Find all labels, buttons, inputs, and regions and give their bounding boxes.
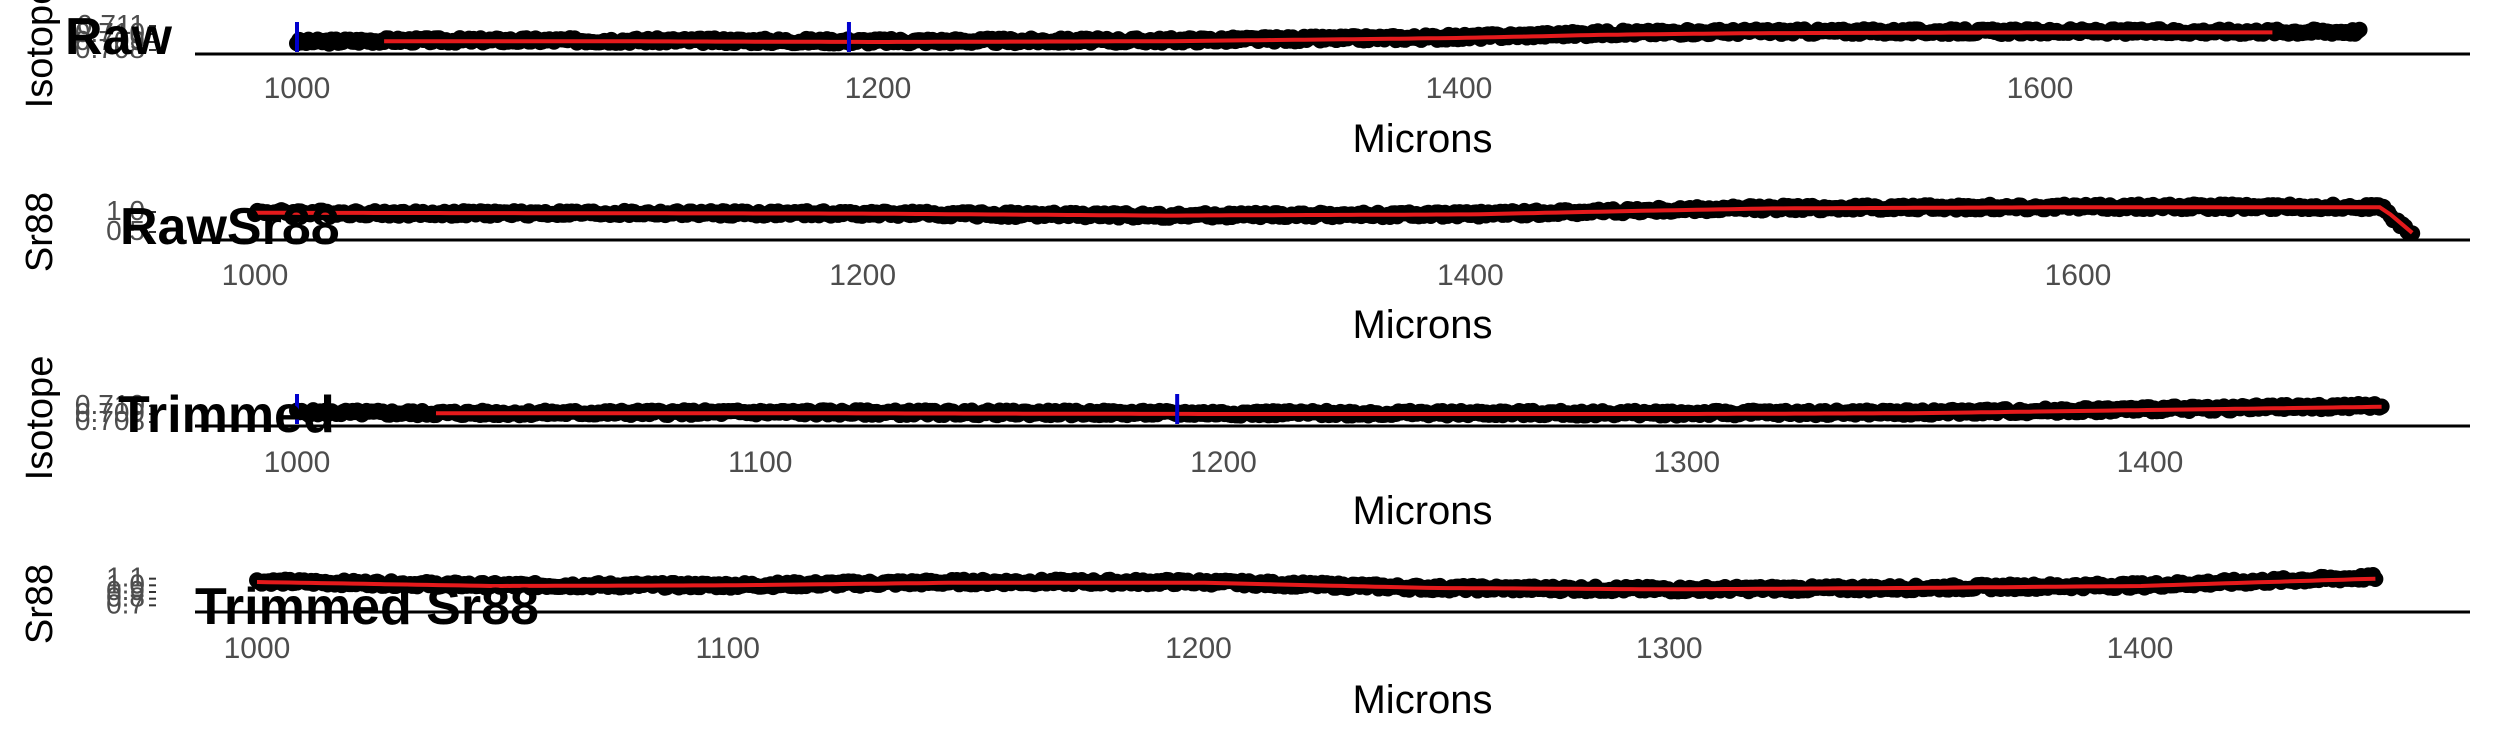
- x-axis-title: Microns: [1352, 678, 1492, 722]
- x-tick-label: 1300: [1653, 446, 1720, 479]
- x-axis-title: Microns: [1352, 489, 1492, 533]
- points-series: [289, 21, 2368, 52]
- points-series: [247, 196, 2421, 242]
- y-axis-title: Sr88: [19, 564, 61, 644]
- points-series: [249, 567, 2384, 600]
- y-tick-label: 1.0: [106, 195, 145, 226]
- y-tick-label: 0.5: [106, 215, 145, 246]
- x-tick-label: 1000: [264, 446, 331, 479]
- smooth-line: [436, 404, 2382, 416]
- panel-title: Trimmed: [118, 386, 335, 444]
- x-tick-label: 1600: [2045, 259, 2112, 292]
- y-axis-title: Isotope: [19, 356, 61, 481]
- data-point: [2373, 398, 2390, 415]
- data-point: [2351, 21, 2368, 38]
- x-axis-title: Microns: [1352, 303, 1492, 347]
- y-axis-title: Sr88: [19, 192, 61, 272]
- x-tick-label: 1000: [224, 632, 291, 665]
- x-tick-label: 1200: [1190, 446, 1257, 479]
- x-tick-label: 1000: [222, 259, 289, 292]
- y-tick-label: 0.709: [75, 25, 145, 56]
- x-tick-label: 1600: [2007, 72, 2074, 105]
- x-tick-label: 1200: [829, 259, 896, 292]
- y-tick-label: 0.708: [75, 33, 145, 64]
- y-axis-title: Isotope: [19, 0, 61, 108]
- smooth-line: [255, 205, 2414, 235]
- panel-2: 0.51.0 1000 1200 1400 1600 Microns Sr88 RawSr88: [19, 192, 2470, 347]
- x-tick-label: 1400: [2117, 446, 2184, 479]
- y-tick-label: 0.8: [106, 582, 145, 613]
- panel-title: Trimmed Sr88: [195, 578, 539, 636]
- y-tick-label: 0.710: [75, 389, 145, 420]
- x-tick-label: 1300: [1636, 632, 1703, 665]
- panel-title: RawSr88: [120, 198, 340, 256]
- y-tick-label: 0.709: [75, 397, 145, 428]
- x-tick-label: 1200: [1165, 632, 1232, 665]
- smooth-line: [384, 30, 2273, 44]
- x-tick-label: 1400: [2107, 632, 2174, 665]
- x-axis-title: Microns: [1352, 117, 1492, 161]
- x-tick-label: 1100: [695, 632, 760, 665]
- x-tick-label: 1400: [1426, 72, 1493, 105]
- y-tick-label: 0.710: [75, 17, 145, 48]
- y-tick-label: 0.9: [106, 575, 145, 606]
- y-tick-label: 0.7: [106, 588, 145, 619]
- y-tick-label: 1.0: [106, 568, 145, 599]
- x-tick-label: 1100: [728, 446, 793, 479]
- panel-title: Raw: [65, 8, 172, 66]
- x-tick-label: 1200: [845, 72, 912, 105]
- x-tick-label: 1000: [264, 72, 331, 105]
- y-tick-label: 0.708: [75, 405, 145, 436]
- smooth-line: [256, 576, 2376, 592]
- y-tick-label: 1.1: [106, 562, 145, 593]
- panel-4: 0.70.80.91.01.1 1000 1100 1200 1300 1400 Micro…: [19, 562, 2470, 722]
- x-tick-label: 1400: [1437, 259, 1504, 292]
- y-tick-label: 0.711: [77, 9, 145, 40]
